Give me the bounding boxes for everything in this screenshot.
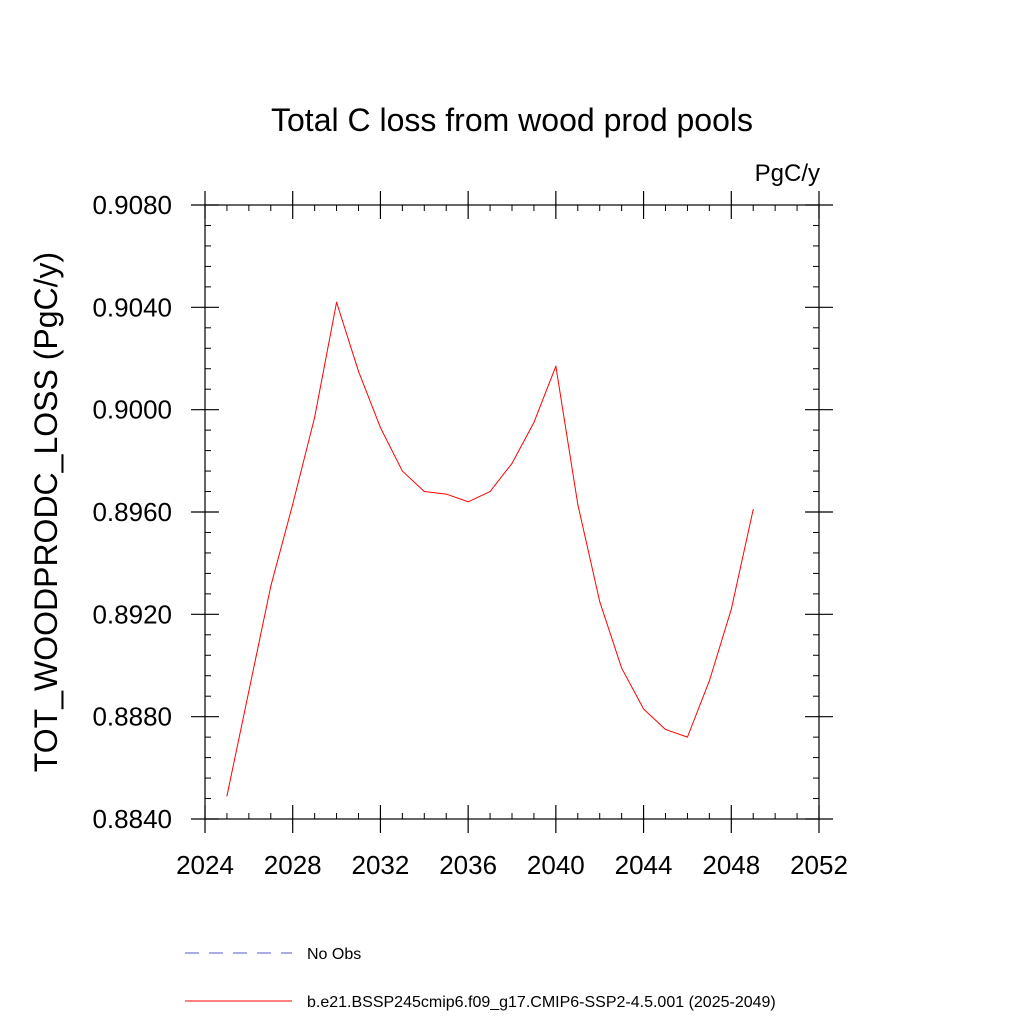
data-point xyxy=(401,470,403,472)
y-tick-label: 0.9040 xyxy=(92,292,172,322)
data-point xyxy=(577,503,579,505)
data-point xyxy=(555,365,557,367)
data-point xyxy=(752,508,754,510)
data-point xyxy=(643,708,645,710)
x-tick-label: 2048 xyxy=(702,850,760,880)
data-point xyxy=(489,491,491,493)
data-point xyxy=(533,421,535,423)
legend-label: No Obs xyxy=(307,946,361,963)
y-tick-label: 0.8960 xyxy=(92,497,172,527)
y-axis-label: TOT_WOODPRODC_LOSS (PgC/y) xyxy=(28,252,64,772)
y-ticks: 0.8840 0.8880 0.8920 0.8960 0.9000 0.9040 0.90… xyxy=(92,190,833,834)
data-point xyxy=(423,491,425,493)
legend-label: b.e21.BSSP245cmip6.f09_g17.CMIP6-SSP2-4.… xyxy=(307,994,776,1011)
x-tick-label: 2036 xyxy=(439,850,497,880)
data-point xyxy=(708,680,710,682)
data-point xyxy=(511,462,513,464)
x-tick-label: 2032 xyxy=(352,850,410,880)
data-point xyxy=(445,493,447,495)
y-tick-label: 0.8840 xyxy=(92,804,172,834)
data-point xyxy=(314,416,316,418)
data-point xyxy=(226,795,228,797)
data-point xyxy=(686,736,688,738)
legend: No Obs b.e21.BSSP245cmip6.f09_g17.CMIP6-S… xyxy=(185,946,776,1011)
data-point xyxy=(730,608,732,610)
x-tick-label: 2052 xyxy=(790,850,848,880)
data-point xyxy=(358,370,359,372)
data-point xyxy=(248,690,250,692)
data-point xyxy=(665,728,666,730)
data-point xyxy=(379,427,381,429)
series-line xyxy=(226,301,754,797)
data-point xyxy=(599,601,601,603)
units-label: PgC/y xyxy=(755,160,820,187)
x-tick-label: 2024 xyxy=(176,850,234,880)
x-tick-label: 2044 xyxy=(615,850,673,880)
x-ticks: 2024 2028 2032 2036 2040 2044 2048 2052 xyxy=(176,191,848,880)
y-tick-label: 0.8920 xyxy=(92,599,172,629)
data-point xyxy=(467,501,469,503)
x-tick-label: 2040 xyxy=(527,850,585,880)
chart-title: Total C loss from wood prod pools xyxy=(271,102,753,138)
data-point xyxy=(336,301,338,303)
series-layer xyxy=(226,301,754,797)
y-tick-label: 0.8880 xyxy=(92,702,172,732)
data-point xyxy=(270,585,272,587)
data-point xyxy=(621,667,623,669)
plot-frame xyxy=(204,204,820,820)
x-tick-label: 2028 xyxy=(264,850,322,880)
y-tick-label: 0.9000 xyxy=(92,395,172,425)
y-tick-label: 0.9080 xyxy=(92,190,172,220)
data-point xyxy=(292,503,294,505)
